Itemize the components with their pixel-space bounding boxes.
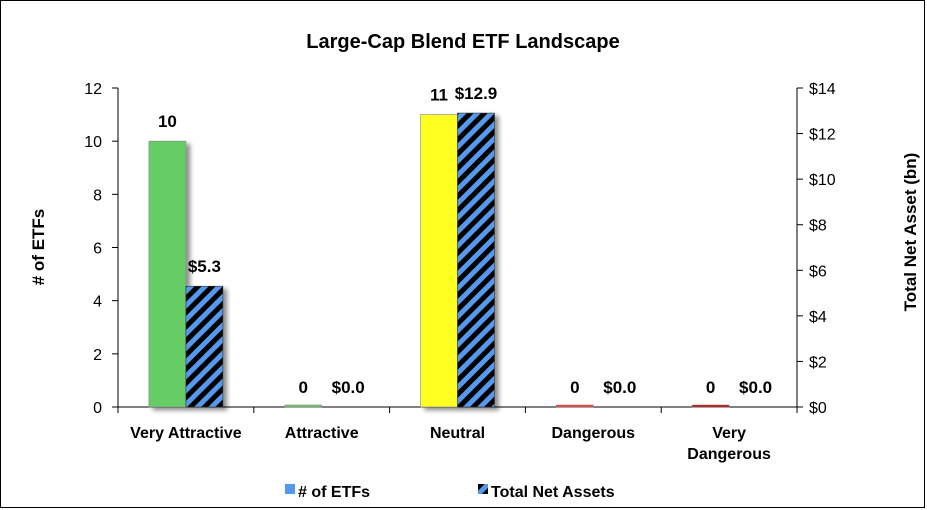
bars: [148, 112, 730, 408]
bar-etfs: [420, 114, 458, 408]
bar-etfs: [691, 404, 730, 408]
left-axis-ticks: 0 2 4 6 8 10 12: [84, 81, 118, 417]
left-tick-label: 12: [84, 81, 102, 98]
left-tick-label: 10: [84, 134, 102, 151]
left-tick-label: 2: [93, 347, 102, 364]
category-labels: Very Attractive Attractive Neutral Dangerou…: [130, 425, 771, 463]
data-label-etfs: 0: [706, 378, 715, 397]
category-label: Attractive: [285, 425, 359, 442]
chart-title: Large-Cap Blend ETF Landscape: [306, 31, 619, 53]
data-label-net-assets: $12.9: [455, 84, 498, 103]
legend-swatch-etfs: [285, 484, 295, 494]
data-labels: 10 $5.3 0 $0.0 11 $12.9 0 $0.0 0 $0.0: [158, 84, 772, 397]
x-axis-ticks: [117, 407, 798, 413]
data-label-net-assets: $0.0: [603, 378, 636, 397]
left-axis-title: # of ETFs: [29, 209, 48, 286]
data-label-etfs: 0: [298, 378, 307, 397]
left-tick-label: 0: [93, 400, 102, 417]
right-tick-label: $14: [809, 81, 836, 98]
right-tick-label: $0: [809, 400, 827, 417]
left-tick-label: 4: [93, 294, 102, 311]
category-label: Dangerous: [552, 425, 636, 442]
legend-label-etfs: # of ETFs: [298, 484, 370, 501]
right-tick-label: $6: [809, 263, 827, 280]
left-tick-label: 6: [93, 241, 102, 258]
right-tick-label: $8: [809, 218, 827, 235]
bar-etfs: [148, 140, 187, 408]
right-tick-label: $2: [809, 354, 827, 371]
data-label-net-assets: $0.0: [739, 378, 772, 397]
bar-net-assets: [457, 112, 495, 408]
data-label-net-assets: $5.3: [188, 257, 221, 276]
data-label-etfs: 11: [430, 86, 448, 105]
legend-swatch-assets: [478, 484, 488, 494]
category-label: Dangerous: [687, 446, 771, 463]
right-axis-ticks: $0 $2 $4 $6 $8 $10 $12 $14: [797, 81, 836, 417]
data-label-etfs: 10: [158, 112, 177, 131]
category-label: Very: [712, 425, 746, 442]
right-axis-title: Total Net Asset (bn): [901, 153, 920, 312]
bar-etfs: [555, 404, 594, 408]
data-label-net-assets: $0.0: [332, 378, 365, 397]
bar-etfs: [284, 404, 323, 408]
category-label: Very Attractive: [130, 425, 242, 442]
bar-net-assets: [185, 285, 224, 408]
left-tick-label: 8: [93, 187, 102, 204]
right-tick-label: $10: [809, 172, 836, 189]
data-label-etfs: 0: [570, 378, 579, 397]
legend-label-assets: Total Net Assets: [491, 484, 615, 501]
right-tick-label: $12: [809, 127, 836, 144]
category-label: Neutral: [430, 425, 485, 442]
legend: # of ETFs Total Net Assets: [285, 484, 615, 501]
right-tick-label: $4: [809, 309, 827, 326]
